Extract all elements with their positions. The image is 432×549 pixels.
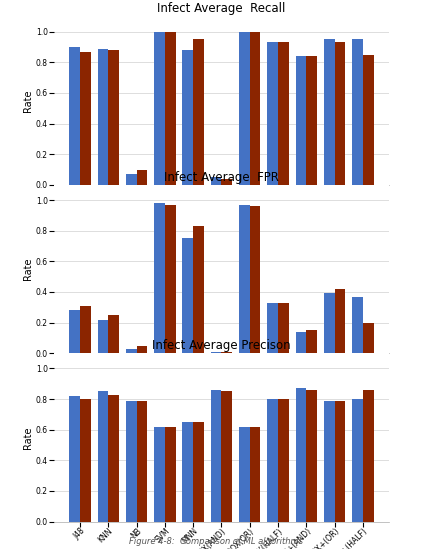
Bar: [221, 391, 232, 522]
Bar: [221, 179, 232, 185]
Bar: [363, 390, 374, 522]
Bar: [137, 401, 147, 522]
Bar: [108, 50, 119, 185]
Bar: [352, 399, 363, 522]
Bar: [267, 399, 278, 522]
Bar: [108, 395, 119, 522]
Bar: [126, 401, 137, 522]
Bar: [69, 47, 80, 185]
Bar: [239, 205, 250, 353]
Bar: [182, 422, 193, 522]
Y-axis label: Rate: Rate: [23, 258, 33, 280]
Bar: [324, 294, 334, 353]
Legend: 90-10, 50-50: 90-10, 50-50: [177, 315, 266, 323]
Bar: [250, 427, 260, 522]
Bar: [295, 56, 306, 185]
Bar: [324, 40, 334, 185]
Bar: [278, 399, 289, 522]
Bar: [278, 42, 289, 185]
Bar: [211, 390, 221, 522]
Bar: [250, 206, 260, 353]
Bar: [98, 49, 108, 185]
Bar: [69, 396, 80, 522]
Bar: [278, 302, 289, 353]
X-axis label: ML Algorithm: ML Algorithm: [189, 240, 254, 250]
Bar: [154, 427, 165, 522]
Bar: [211, 352, 221, 353]
Bar: [334, 42, 345, 185]
Bar: [221, 352, 232, 353]
Bar: [154, 32, 165, 185]
Bar: [182, 50, 193, 185]
Bar: [239, 32, 250, 185]
Title: Infect Average  FPR: Infect Average FPR: [164, 171, 279, 184]
Bar: [126, 174, 137, 185]
Bar: [182, 238, 193, 353]
Bar: [98, 391, 108, 522]
Bar: [98, 320, 108, 353]
Bar: [306, 390, 317, 522]
Y-axis label: Rate: Rate: [23, 89, 33, 112]
Text: Figure 4-8:  Comparison of ML algorithms: Figure 4-8: Comparison of ML algorithms: [129, 536, 303, 546]
Bar: [267, 42, 278, 185]
Bar: [193, 226, 204, 353]
Bar: [165, 205, 175, 353]
Bar: [165, 427, 175, 522]
Title: Infect Average  Recall: Infect Average Recall: [157, 2, 286, 15]
Bar: [267, 302, 278, 353]
Bar: [306, 56, 317, 185]
Legend: 90-10, 50-50: 90-10, 50-50: [177, 483, 266, 492]
Bar: [69, 310, 80, 353]
Bar: [250, 32, 260, 185]
Bar: [211, 177, 221, 185]
Bar: [80, 306, 91, 353]
Bar: [295, 388, 306, 522]
Bar: [193, 422, 204, 522]
Bar: [193, 40, 204, 185]
Bar: [334, 401, 345, 522]
Bar: [352, 296, 363, 353]
Bar: [239, 427, 250, 522]
X-axis label: ML Algorithm: ML Algorithm: [189, 409, 254, 419]
Bar: [80, 52, 91, 185]
Bar: [352, 40, 363, 185]
Bar: [334, 289, 345, 353]
Bar: [154, 203, 165, 353]
Bar: [306, 330, 317, 353]
Bar: [363, 323, 374, 353]
Bar: [363, 55, 374, 185]
Bar: [324, 401, 334, 522]
Bar: [80, 399, 91, 522]
Bar: [137, 345, 147, 353]
Bar: [126, 349, 137, 353]
Bar: [165, 32, 175, 185]
Bar: [137, 170, 147, 185]
Y-axis label: Rate: Rate: [23, 426, 33, 449]
Bar: [295, 332, 306, 353]
Title: Infect Average Precison: Infect Average Precison: [152, 339, 291, 352]
Bar: [108, 315, 119, 353]
